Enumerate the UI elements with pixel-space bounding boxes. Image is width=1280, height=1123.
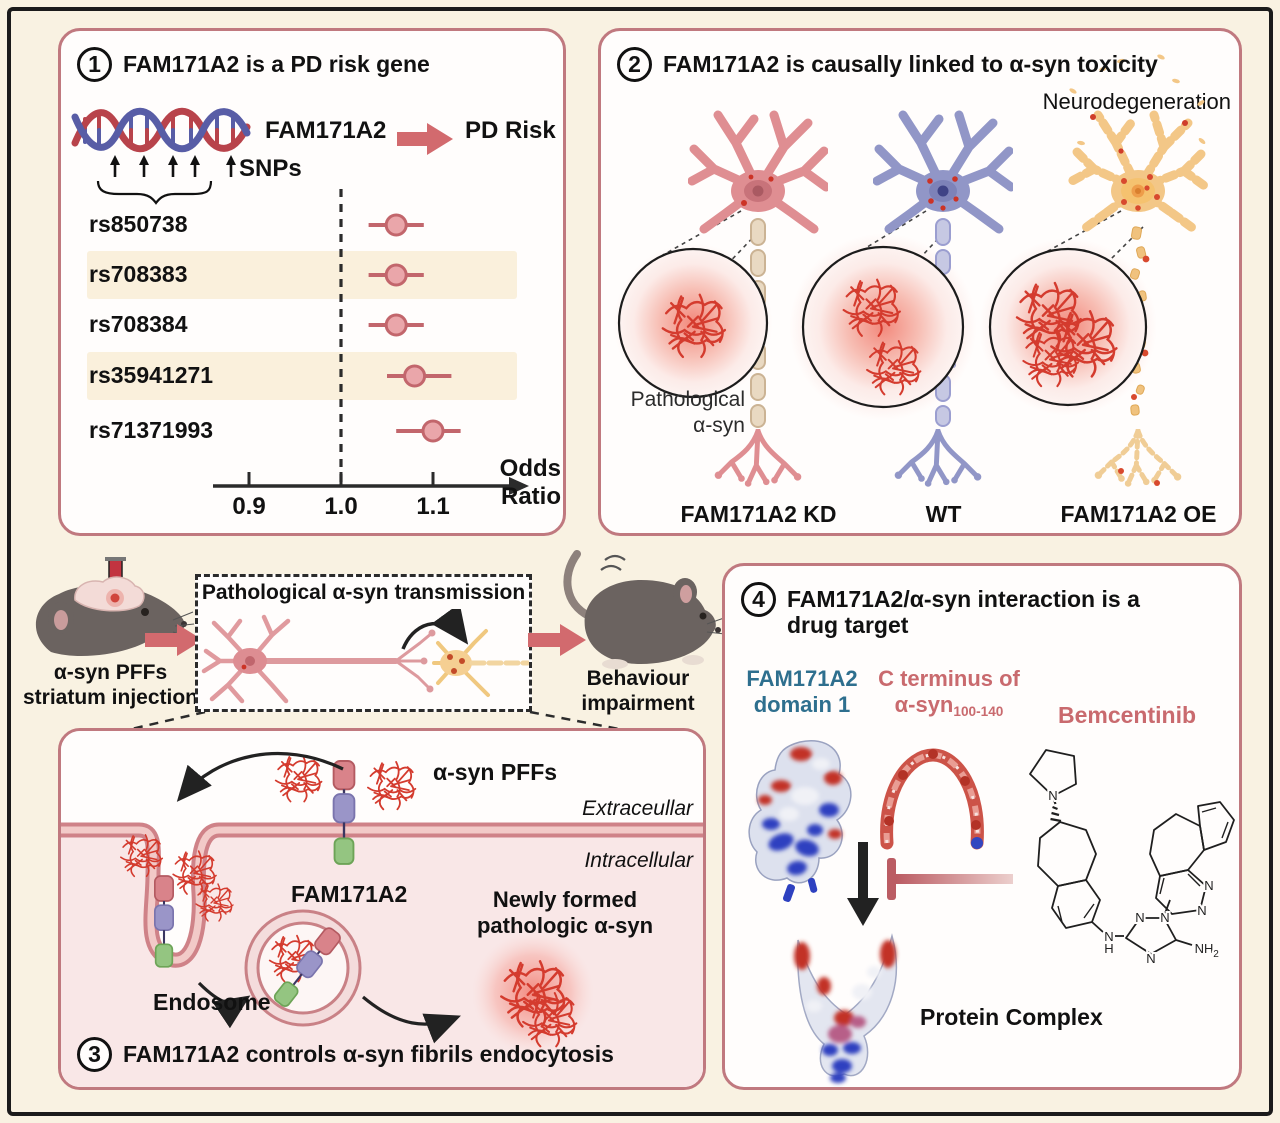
- arrow-right-icon: [145, 624, 203, 656]
- arrow-down-icon: [847, 842, 879, 926]
- injection-label: α-syn PFFs striatum injection: [22, 661, 199, 710]
- impaired-mouse-illustration: [563, 550, 725, 669]
- neurons-illustration: [601, 54, 1242, 536]
- svg-text:H: H: [1104, 941, 1113, 956]
- panel-4-title: FAM171A2/α-syn interaction is a drug tar…: [787, 586, 1140, 639]
- svg-text:N: N: [1160, 910, 1169, 925]
- snp-arrows: [110, 155, 236, 177]
- panel-3-title: FAM171A2 controls α-syn fibrils endocyto…: [123, 1041, 614, 1067]
- svg-text:N: N: [1104, 929, 1113, 944]
- svg-text:N: N: [1146, 951, 1155, 966]
- extracellular-label: Extraceullar: [582, 797, 693, 820]
- panel-1-number: 1: [77, 47, 112, 82]
- cterm-label: C terminus of α-syn100-140: [878, 666, 1020, 720]
- snp-label: rs71371993: [89, 417, 214, 443]
- svg-text:N: N: [1135, 910, 1144, 925]
- endosome-to-aggregate-arrow: [361, 995, 461, 1044]
- internalization-arrow: [176, 751, 344, 802]
- svg-text:N: N: [1204, 878, 1213, 893]
- dna-snp-illustration: [71, 107, 251, 205]
- inhibition-tbar-icon: [887, 858, 1013, 900]
- panel-1-title: FAM171A2 is a PD risk gene: [123, 51, 430, 77]
- pathological-asyn-label: Pathological α-syn: [630, 388, 745, 438]
- bemcentinib-structure: N NH N NN NH 2 NN: [1029, 749, 1235, 968]
- svg-text:N: N: [1048, 788, 1057, 803]
- svg-text:N: N: [1197, 903, 1206, 918]
- newly-formed-label: Newly formed pathologic α-syn: [476, 887, 654, 939]
- pffs-label: α-syn PFFs: [433, 759, 558, 785]
- endosome-label: Endosome: [153, 989, 271, 1015]
- fam171a2-domain-structure: [748, 740, 852, 902]
- pit-to-endosome-arrow: [197, 981, 251, 1029]
- panel-1-pd-risk-gene: 1 FAM171A2 is a PD risk gene: [58, 28, 566, 536]
- panel-2-asyn-toxicity: 2 FAM171A2 is causally linked to α-syn t…: [598, 28, 1242, 536]
- condition-label-wt: WT: [925, 501, 962, 527]
- behaviour-label: Behaviour impairment: [581, 667, 695, 716]
- transmission-arrow: [401, 609, 469, 650]
- snp-label: rs850738: [89, 211, 188, 237]
- condition-label-oe: FAM171A2 OE: [1060, 501, 1217, 527]
- endocytosis-illustration: [61, 731, 703, 1087]
- brace: [96, 180, 213, 205]
- condition-label-kd: FAM171A2 KD: [680, 501, 837, 527]
- fam171a2-receptor: [332, 759, 356, 865]
- protein-complex-label: Protein Complex: [920, 1004, 1103, 1030]
- svg-text:NH: NH: [1195, 941, 1214, 956]
- gene-label: FAM171A2: [265, 117, 387, 144]
- panel-4-number: 4: [741, 582, 776, 617]
- arrow-right-icon: [528, 624, 586, 656]
- asyn-cterm-structure: [880, 748, 984, 850]
- pd-risk-label: PD Risk: [465, 117, 556, 144]
- transmission-neurons: [201, 609, 529, 704]
- transmission-title: Pathological α-syn transmission: [201, 581, 526, 604]
- arrow-right-icon: [397, 123, 453, 155]
- panel-3-endocytosis: α-syn PFFs Extraceullar Intracellular FA…: [58, 728, 706, 1090]
- snp-label: rs708384: [89, 311, 188, 337]
- x-axis-label: Odds Ratio: [499, 455, 561, 510]
- drug-label: Bemcentinib: [1057, 702, 1197, 728]
- intracellular-label: Intracellular: [584, 849, 693, 872]
- x-tick: 1.0: [324, 493, 358, 520]
- x-tick: 1.1: [416, 493, 450, 520]
- transmission-box: Pathological α-syn transmission: [195, 574, 532, 712]
- snp-label: rs708383: [89, 261, 188, 287]
- x-tick: 0.9: [232, 493, 266, 520]
- snp-label: rs35941271: [89, 362, 214, 388]
- svg-text:2: 2: [1213, 949, 1219, 960]
- domain-label: FAM171A2 domain 1: [746, 666, 858, 718]
- panel-2-title: FAM171A2 is causally linked to α-syn tox…: [663, 51, 1158, 77]
- figure-frame: [7, 7, 1273, 1116]
- forest-plot: [87, 189, 529, 495]
- panel-3-number: 3: [77, 1037, 112, 1072]
- receptor-label: FAM171A2: [291, 881, 408, 907]
- panel-2-number: 2: [617, 47, 652, 82]
- panel-4-drug-target: 4 FAM171A2/α-syn interaction is a drug t…: [722, 563, 1242, 1090]
- protein-complex-structure: [794, 933, 898, 1083]
- snps-label: SNPs: [239, 155, 302, 182]
